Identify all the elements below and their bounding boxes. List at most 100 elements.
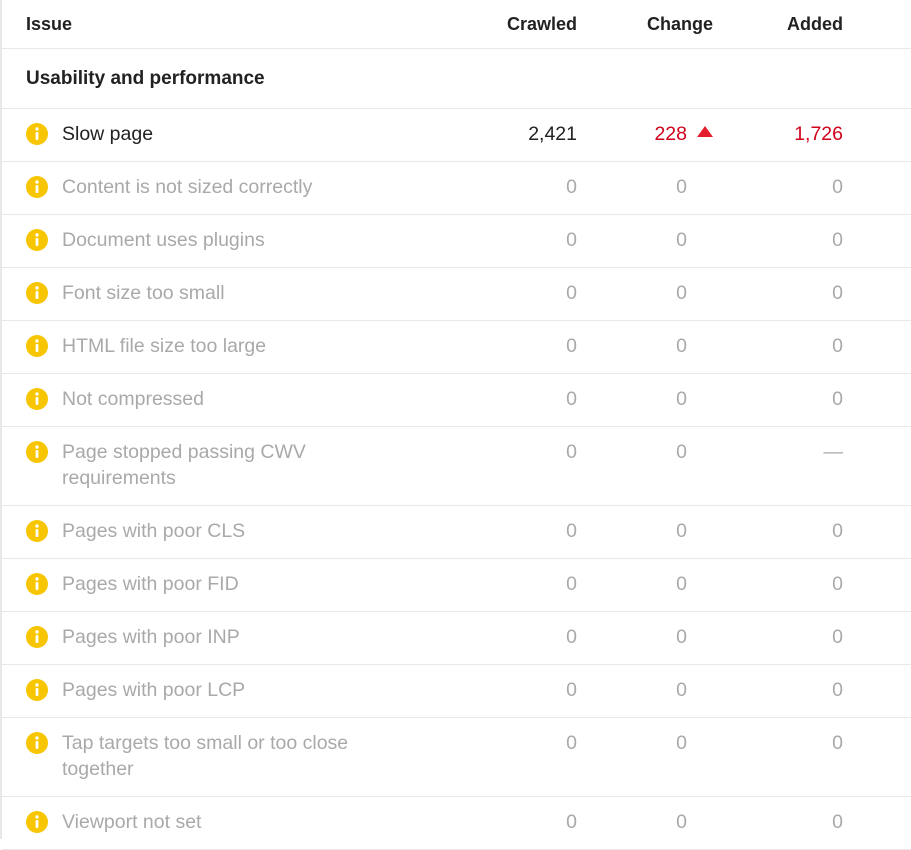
issue-row[interactable]: Font size too small 0 0 0 [2,268,911,321]
info-icon [26,679,48,701]
issue-name[interactable]: Pages with poor LCP [62,679,246,701]
value-cell: 0 [577,730,687,782]
cell-value: 0 [566,811,577,833]
issue-name[interactable]: Pages with poor FID [62,573,239,595]
section-title: Usability and performance [2,49,911,109]
info-icon [26,123,48,145]
cell-value: 0 [832,282,843,304]
info-icon [26,520,48,542]
issue-row[interactable]: Content is not sized correctly 0 0 0 [2,162,911,215]
issue-cell: Slow page [2,121,376,147]
value-cell: 0 [687,227,843,253]
value-cell: 0 [687,333,843,359]
value-cell: 0 [577,809,687,835]
value-cell: 0 [577,174,687,200]
cell-value: 0 [676,388,687,410]
issue-name[interactable]: Font size too small [62,282,225,304]
issue-cell: Font size too small [2,280,376,306]
issue-row[interactable]: Pages with poor CLS 0 0 0 [2,506,911,559]
cell-value: 0 [676,679,687,701]
info-icon [26,573,48,595]
value-cell: 0 [687,386,843,412]
cell-value: 0 [676,282,687,304]
cell-value: 0 [566,229,577,251]
issue-name[interactable]: HTML file size too large [62,335,267,357]
cell-value: 0 [676,626,687,648]
issue-name[interactable]: Viewport not set [62,811,202,833]
issue-name[interactable]: Tap targets too small or too close toget… [62,732,349,780]
value-cell: 0 [376,518,577,544]
cell-value: 0 [676,811,687,833]
value-cell: 0 [376,386,577,412]
issue-row[interactable]: Tap targets too small or too close toget… [2,718,911,797]
cell-value: 0 [832,732,843,754]
issue-cell: Page stopped passing CWV requirements [2,439,376,491]
value-cell: — [687,439,844,491]
issue-row[interactable]: Document uses plugins 0 0 0 [2,215,911,268]
issue-row[interactable]: Page stopped passing CWV requirements 0 0 — [2,427,911,506]
cell-value: 0 [832,679,843,701]
value-cell: 0 [376,571,577,597]
value-cell: 0 [376,730,577,782]
info-icon [26,732,48,754]
value-cell: 0 [376,677,577,703]
info-icon [26,229,48,251]
issue-row[interactable]: Pages with poor FID 0 0 0 [2,559,911,612]
info-icon [26,335,48,357]
value-cell: 0 [376,333,577,359]
issue-cell: Not compressed [2,386,376,412]
issue-name[interactable]: Content is not sized correctly [62,176,313,198]
value-cell: 0 [577,386,687,412]
value-cell: 0 [577,280,687,306]
value-cell: 0 [687,809,843,835]
cell-value: 0 [676,573,687,595]
header-row: Issue Crawled Change Added [2,0,911,49]
issue-name[interactable]: Page stopped passing CWV requirements [62,441,306,489]
issue-name[interactable]: Not compressed [62,388,204,410]
issue-row[interactable]: Pages with poor INP 0 0 0 [2,612,911,665]
value-cell: 0 [376,439,577,491]
cell-value: 0 [676,335,687,357]
column-header[interactable]: Added [787,13,843,34]
value-cell: 0 [577,439,687,491]
column-header[interactable]: Crawled [506,13,577,34]
cell-value: 0 [832,335,843,357]
issue-cell: Pages with poor FID [2,571,376,597]
value-cell: 0 [577,227,687,253]
cell-value: 0 [566,282,577,304]
column-header[interactable]: Change [646,13,713,34]
issue-row[interactable]: Pages with poor LCP 0 0 0 [2,665,911,718]
info-icon [26,811,48,833]
value-cell: 228 [577,121,713,147]
info-icon [26,176,48,198]
value-cell: 2,421 [376,121,577,147]
issue-name[interactable]: Document uses plugins [62,229,265,251]
table-body: Slow page 2,421 228 1,726 Content is not siz… [2,109,911,850]
cell-value: 2,421 [528,123,577,145]
value-cell: 0 [687,677,843,703]
issue-row[interactable]: Not compressed 0 0 0 [2,374,911,427]
issue-row[interactable]: HTML file size too large 0 0 0 [2,321,911,374]
issue-name[interactable]: Pages with poor INP [62,626,240,648]
cell-value: 0 [566,573,577,595]
issue-cell: Viewport not set [2,809,376,835]
cell-value: 0 [832,811,843,833]
value-cell: 0 [577,518,687,544]
cell-value: 0 [566,626,577,648]
column-header[interactable]: Issue [26,13,73,34]
cell-value: — [823,441,844,463]
cell-value: 0 [832,573,843,595]
issue-row[interactable]: Slow page 2,421 228 1,726 [2,109,911,162]
issue-name[interactable]: Slow page [62,123,154,145]
value-cell: 0 [376,174,577,200]
issue-name[interactable]: Pages with poor CLS [62,520,246,542]
issue-cell: Content is not sized correctly [2,174,376,200]
up-arrow [697,126,713,137]
value-cell: 0 [577,624,687,650]
cell-value: 228 [654,123,687,145]
value-cell: 0 [687,174,843,200]
issue-row[interactable]: Viewport not set 0 0 0 [2,797,911,850]
cell-value: 0 [676,732,687,754]
cell-value: 0 [832,388,843,410]
